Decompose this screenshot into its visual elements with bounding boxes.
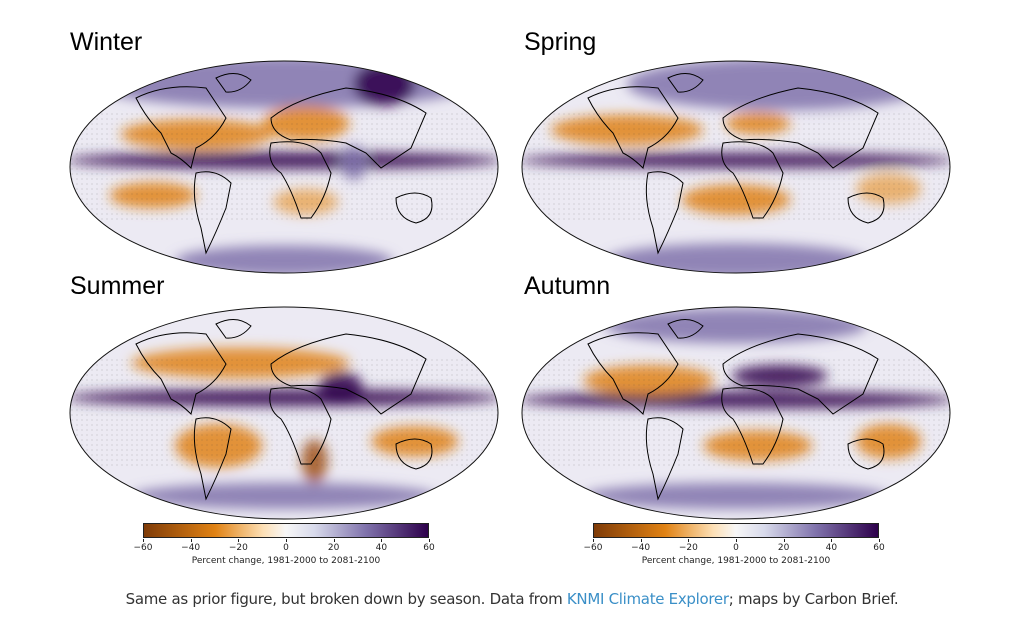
precip-change-region [175, 245, 393, 273]
map-outline [69, 60, 499, 274]
colorbar-tick-label: −40 [631, 543, 651, 553]
colorbar-ticks-left: −60 −40 −20 0 20 40 60 [134, 539, 435, 557]
colorbar-tick-mark [640, 539, 642, 542]
precip-change-region [605, 308, 867, 344]
coastlines [135, 319, 433, 501]
map-summer [69, 306, 499, 520]
colorbar-tick-mark [688, 539, 690, 542]
map-outline [69, 306, 499, 520]
colorbar-right [593, 523, 879, 538]
colorbar-tick-mark [593, 539, 594, 542]
colorbar-tick-label: −20 [678, 543, 698, 553]
knmi-link[interactable]: KNMI Climate Explorer [566, 590, 729, 608]
colorbar-tick-mark [143, 539, 144, 542]
colorbar-tick-mark [879, 539, 880, 542]
colorbar-tick-mark [429, 539, 430, 542]
colorbar-tick-label: 60 [423, 543, 435, 553]
significance-stippling [70, 358, 498, 468]
colorbar-tick-label: 20 [777, 543, 790, 553]
colorbar-tick-label: 0 [733, 543, 739, 553]
panel-title-spring: Spring [524, 28, 597, 56]
map-autumn [521, 306, 951, 520]
colorbar-ticks-right: −60 −40 −20 0 20 40 60 [584, 539, 885, 557]
colorbar-tick-mark [736, 539, 737, 542]
colorbar-tick-mark [286, 539, 287, 542]
coastlines [135, 73, 433, 255]
significance-stippling [70, 112, 498, 222]
colorbar-tick-label: 40 [825, 543, 838, 553]
map-outline [521, 60, 951, 274]
colorbar-tick-label: 0 [283, 543, 289, 553]
coastlines [587, 73, 885, 255]
significance-stippling [522, 358, 950, 468]
coastlines [587, 319, 885, 501]
colorbar-tick-label: 20 [327, 543, 340, 553]
caption-text-end: ; maps by Carbon Brief. [728, 590, 899, 608]
colorbar-left [143, 523, 429, 538]
colorbar-tick-mark [190, 539, 192, 542]
colorbar-tick-label: −40 [181, 543, 201, 553]
colorbar-tick-label: 40 [375, 543, 388, 553]
colorbar-tick-mark [333, 539, 335, 542]
map-outline [521, 306, 951, 520]
colorbar-tick-label: −20 [228, 543, 248, 553]
figure-caption: Same as prior figure, but broken down by… [0, 590, 1024, 608]
panel-title-summer: Summer [70, 272, 165, 300]
colorbar-label-left: Percent change, 1981-2000 to 2081-2100 [191, 556, 381, 566]
caption-text: Same as prior figure, but broken down by… [125, 590, 567, 608]
map-spring [521, 60, 951, 274]
colorbar-tick-label: −60 [133, 543, 153, 553]
precip-change-region [131, 482, 437, 509]
map-winter [69, 60, 499, 274]
colorbar-tick-mark [238, 539, 240, 542]
significance-stippling [522, 112, 950, 222]
colorbar-tick-mark [831, 539, 833, 542]
panel-title-autumn: Autumn [524, 272, 611, 300]
colorbar-tick-label: −60 [583, 543, 603, 553]
colorbar-tick-mark [783, 539, 785, 542]
precip-change-region [583, 482, 889, 509]
colorbar-tick-mark [381, 539, 383, 542]
precip-change-region [87, 61, 481, 109]
panel-title-winter: Winter [70, 28, 143, 56]
colorbar-label-right: Percent change, 1981-2000 to 2081-2100 [641, 556, 831, 566]
colorbar-tick-label: 60 [873, 543, 885, 553]
